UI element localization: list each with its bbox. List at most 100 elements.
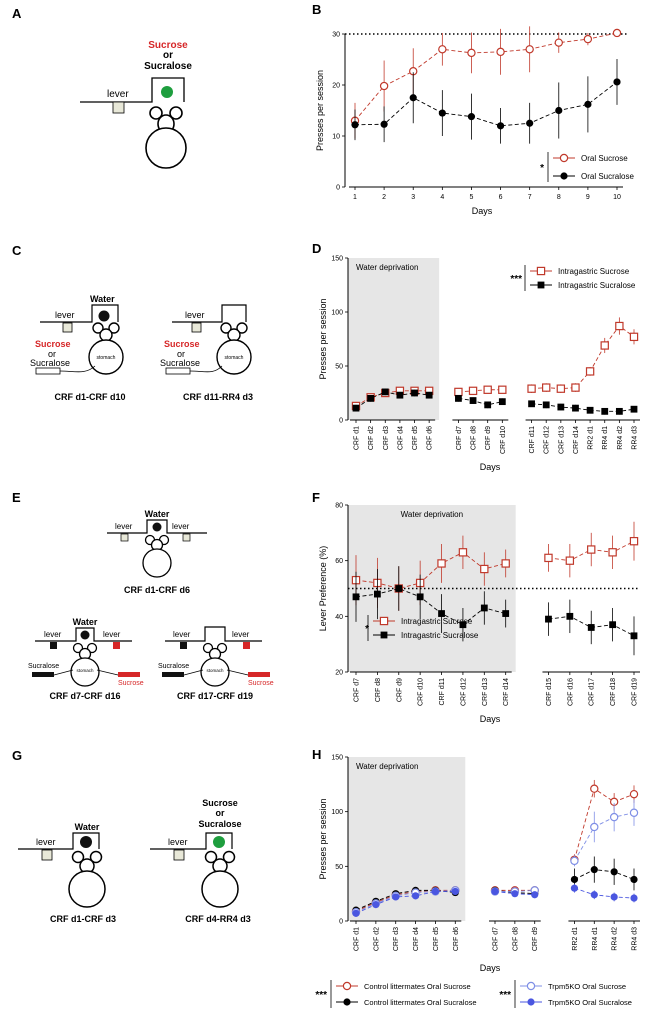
data-point xyxy=(610,868,618,876)
x-tick-label: CRF d10 xyxy=(500,426,507,454)
legend-marker xyxy=(343,998,351,1006)
y-axis-title: Presses per session xyxy=(315,70,325,151)
syringe-icon-e3r xyxy=(248,672,270,677)
water-dot-icon-e1 xyxy=(152,522,162,532)
water-dot-icon xyxy=(98,310,110,322)
data-point xyxy=(380,120,388,128)
x-tick-label: CRF d11 xyxy=(439,678,446,706)
data-point xyxy=(542,401,550,409)
wall-shape-c2 xyxy=(172,304,247,323)
significance-label: *** xyxy=(510,274,522,285)
x-tick-label: CRF d13 xyxy=(558,426,565,454)
data-point xyxy=(467,48,476,58)
data-point xyxy=(630,875,638,884)
data-point xyxy=(425,391,433,399)
chart-h: H Water deprivation 0 50 100 150 Presses per s… xyxy=(312,747,640,1008)
water-dot-icon-e2 xyxy=(80,630,90,640)
water-label-e2: Water xyxy=(73,617,98,627)
x-tick-label: CRF d2 xyxy=(373,927,380,951)
water-deprivation-shade xyxy=(348,505,516,672)
data-point xyxy=(416,593,424,601)
sucrose-label-g: Sucrose xyxy=(202,798,238,808)
y-tick-label: 0 xyxy=(339,418,343,425)
green-dot-icon xyxy=(161,86,173,98)
panel-c: C Water lever stomach Sucrose or Sucralo… xyxy=(12,243,253,402)
x-tick-label: 7 xyxy=(528,194,532,201)
y-tick-label: 50 xyxy=(335,864,343,871)
x-tick-label: RR2 d1 xyxy=(572,927,579,951)
data-point xyxy=(468,386,478,396)
catheter-icon-e2 xyxy=(53,669,119,676)
lever-left-e1: lever xyxy=(115,522,133,531)
catheter-icon-c1 xyxy=(59,365,96,373)
wall-shape-e1 xyxy=(107,519,207,534)
series-line xyxy=(574,869,635,880)
data-point xyxy=(609,812,619,822)
data-point xyxy=(615,407,623,415)
x-tick-label: CRF d7 xyxy=(354,678,361,702)
legend-label: Control littermates Oral Sucralose xyxy=(364,998,477,1007)
x-tick-label: CRF d18 xyxy=(610,678,617,706)
wall-shape-g2 xyxy=(150,832,233,850)
y-axis-title: Lever Preference (%) xyxy=(318,546,328,632)
lever-left-e2: lever xyxy=(44,630,62,639)
data-point xyxy=(570,875,579,884)
legend-marker xyxy=(379,616,389,626)
sucralose-label-c1: Sucralose xyxy=(30,358,70,368)
mouse-icon-e2 xyxy=(70,642,100,687)
data-point xyxy=(585,367,595,376)
x-tick-label: CRF d5 xyxy=(433,927,440,951)
data-point xyxy=(528,400,535,408)
mouse-icon-c1 xyxy=(88,322,124,375)
y-tick-label: 40 xyxy=(335,614,343,621)
sucrose-label-e3: Sucrose xyxy=(248,680,274,687)
chart-b: B 0 10 20 30 Presses per session 1 2 3 4 5 6 7 8 9 10 Da… xyxy=(312,2,634,216)
data-point xyxy=(566,612,574,620)
lever-icon-e3r xyxy=(243,642,250,649)
x-tick-label: CRF d1 xyxy=(354,927,361,951)
sucralose-label-e2: Sucralose xyxy=(28,663,59,670)
lever-icon-e1r xyxy=(182,533,191,542)
x-tick-label: 1 xyxy=(353,194,357,201)
data-point xyxy=(587,545,596,554)
data-point xyxy=(491,887,499,896)
x-tick-label: CRF d2 xyxy=(368,426,375,450)
mouse-icon-g2 xyxy=(201,850,239,908)
data-point xyxy=(572,404,579,412)
wall-shape-e2 xyxy=(35,627,132,642)
x-tick-label: CRF d8 xyxy=(512,927,519,951)
syringe-icon-e2r xyxy=(118,672,140,677)
data-point xyxy=(630,405,638,413)
data-point xyxy=(451,887,459,896)
lever-right-e3: lever xyxy=(232,630,250,639)
data-point xyxy=(438,45,447,54)
data-point xyxy=(586,406,594,414)
data-point xyxy=(396,391,404,399)
water-label-g: Water xyxy=(75,822,100,832)
catheter-icon-e3 xyxy=(183,669,249,676)
caption-e2: CRF d17-CRF d19 xyxy=(177,691,253,701)
x-tick-label: 3 xyxy=(411,194,415,201)
legend-marker xyxy=(537,281,545,289)
legend-label: Intragastric Sucrose xyxy=(401,617,473,626)
lever-icon-g2 xyxy=(173,849,185,861)
series-1 xyxy=(352,566,638,656)
x-tick-label: RR4 d3 xyxy=(632,426,639,450)
significance-label: *** xyxy=(499,990,511,1001)
or-label-c2: or xyxy=(177,349,185,359)
data-point xyxy=(351,121,359,129)
x-tick-label: CRF d4 xyxy=(397,426,404,450)
sucralose-label-c2: Sucralose xyxy=(160,358,200,368)
legend-label: Intragastric Sucralose xyxy=(401,631,479,640)
lever-icon-c2 xyxy=(191,322,202,333)
panel-e: E Water lever lever CRF d1-CRF d6 Water … xyxy=(12,490,274,701)
data-point xyxy=(352,593,360,601)
data-point xyxy=(531,891,539,899)
legend-label: Intragastric Sucrose xyxy=(558,267,630,276)
caption-c2: CRF d11-RR4 d3 xyxy=(183,392,253,402)
caption-e1: CRF d7-CRF d16 xyxy=(49,691,120,701)
water-deprivation-shade xyxy=(348,258,440,420)
mouse-icon-g1 xyxy=(68,850,106,908)
data-point xyxy=(570,856,579,866)
water-deprivation-label: Water deprivation xyxy=(356,762,418,771)
